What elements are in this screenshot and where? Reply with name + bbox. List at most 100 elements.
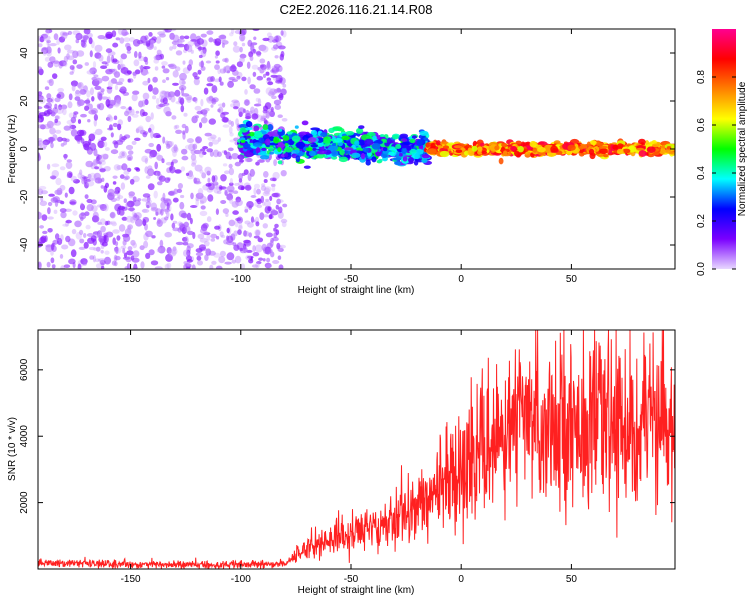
- heatmap-cell: [219, 231, 224, 238]
- heatmap-cell: [261, 144, 266, 148]
- heatmap-cell: [239, 247, 244, 252]
- heatmap-cell: [517, 146, 524, 153]
- heatmap-cell: [198, 54, 203, 59]
- heatmap-cell: [278, 264, 284, 269]
- heatmap-cell: [152, 95, 157, 100]
- heatmap-cell: [89, 67, 97, 75]
- x-tick-label: -100: [231, 574, 251, 585]
- heatmap-cell: [92, 159, 98, 165]
- heatmap-cell: [87, 173, 92, 180]
- heatmap-cell: [59, 254, 64, 259]
- heatmap-cell: [270, 106, 274, 112]
- heatmap-cell: [119, 150, 127, 159]
- heatmap-cell: [145, 40, 151, 47]
- heatmap-cell: [128, 194, 134, 199]
- heatmap-cell: [123, 198, 128, 203]
- heatmap-cell: [231, 201, 239, 208]
- heatmap-cell: [66, 159, 73, 163]
- heatmap-cell: [114, 84, 119, 91]
- heatmap-cell: [261, 147, 267, 151]
- heatmap-cell: [121, 163, 128, 171]
- heatmap-cell: [515, 140, 522, 145]
- heatmap-cell: [55, 177, 62, 186]
- heatmap-cell: [219, 81, 224, 86]
- heatmap-cell: [191, 162, 197, 167]
- heatmap-cell: [257, 152, 267, 156]
- heatmap-cell: [63, 61, 68, 67]
- y-tick-label: -40: [19, 237, 30, 252]
- heatmap-cell: [65, 161, 73, 169]
- heatmap-cell: [63, 153, 67, 160]
- heatmap-cell: [204, 132, 212, 137]
- heatmap-cell: [282, 83, 287, 88]
- heatmap-cell: [60, 104, 68, 110]
- heatmap-cell: [221, 102, 226, 108]
- heatmap-cell: [132, 242, 138, 249]
- heatmap-cell: [119, 37, 125, 44]
- heatmap-cell: [221, 234, 226, 239]
- heatmap-cell: [230, 103, 236, 108]
- heatmap-cell: [501, 142, 508, 148]
- heatmap-cell: [276, 141, 285, 149]
- heatmap-cell: [117, 195, 124, 200]
- heatmap-cell: [214, 225, 221, 230]
- heatmap-cell: [250, 106, 255, 114]
- heatmap-cell: [341, 135, 351, 141]
- heatmap-cell: [111, 189, 119, 196]
- heatmap-cell: [171, 115, 177, 120]
- heatmap-cell: [142, 132, 148, 138]
- heatmap-cell: [197, 260, 203, 266]
- heatmap-cell: [99, 204, 107, 209]
- heatmap-cell: [172, 227, 180, 232]
- heatmap-cell: [140, 35, 148, 44]
- heatmap-cell: [235, 217, 242, 222]
- heatmap-cell: [84, 194, 89, 200]
- heatmap-cell: [100, 136, 107, 141]
- heatmap-cell: [294, 125, 299, 129]
- heatmap-cell: [64, 192, 68, 198]
- heatmap-cell: [138, 51, 142, 59]
- heatmap-cell: [74, 91, 82, 97]
- heatmap-cell: [231, 64, 236, 70]
- heatmap-cell: [160, 201, 166, 210]
- heatmap-cell: [262, 124, 269, 131]
- heatmap-cell: [191, 264, 196, 269]
- heatmap-cell: [172, 197, 179, 203]
- heatmap-cell: [372, 135, 377, 141]
- heatmap-cell: [112, 181, 117, 185]
- heatmap-cell: [338, 156, 349, 163]
- heatmap-cell: [74, 220, 82, 228]
- heatmap-cell: [185, 94, 193, 101]
- heatmap-cell: [142, 208, 148, 213]
- heatmap-cell: [111, 222, 117, 227]
- heatmap-cell: [113, 247, 122, 254]
- heatmap-cell: [76, 64, 83, 69]
- heatmap-cell: [94, 166, 99, 170]
- heatmap-cell: [142, 80, 149, 86]
- heatmap-cell: [98, 161, 102, 165]
- heatmap-cell: [135, 128, 140, 134]
- heatmap-cell: [70, 249, 77, 258]
- heatmap-cell: [45, 102, 52, 109]
- heatmap-cell: [147, 168, 155, 177]
- heatmap-cell: [243, 249, 248, 253]
- heatmap-cell: [215, 208, 219, 215]
- colorbar-label: Normalized spectral amplitude: [737, 81, 748, 216]
- heatmap-cell: [332, 142, 337, 147]
- heatmap-cell: [152, 76, 158, 83]
- heatmap-cell: [151, 36, 157, 41]
- heatmap-cell: [90, 87, 94, 96]
- heatmap-cell: [148, 249, 155, 256]
- heatmap-cell: [188, 170, 194, 178]
- heatmap-cell: [395, 154, 400, 158]
- heatmap-cell: [239, 46, 243, 53]
- heatmap-cell: [38, 153, 41, 161]
- heatmap-cell: [42, 49, 47, 56]
- heatmap-cell: [164, 263, 170, 269]
- heatmap-cell: [116, 235, 121, 241]
- heatmap-cell: [245, 255, 251, 261]
- heatmap-cell: [221, 116, 229, 123]
- heatmap-cell: [148, 127, 152, 133]
- heatmap-cell: [273, 227, 277, 232]
- heatmap-cell: [38, 118, 42, 122]
